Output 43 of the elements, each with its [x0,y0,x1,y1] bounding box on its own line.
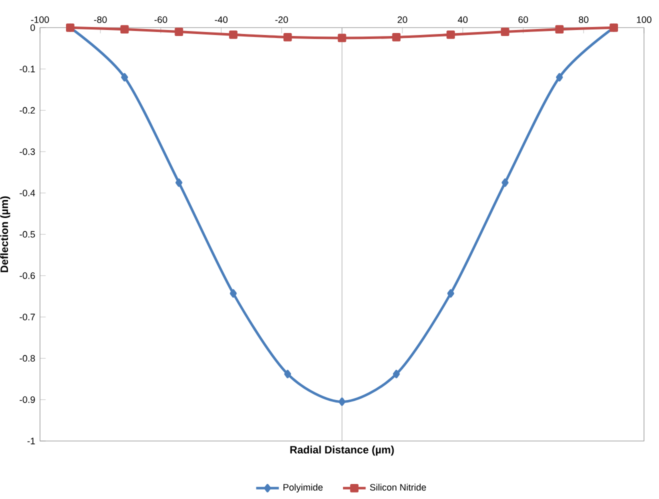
point [555,25,564,34]
legend-label: Polyimide [284,484,323,492]
point [230,289,237,298]
y-tick-label: -0.4 [20,190,36,196]
point [175,178,182,187]
point [500,28,510,36]
legend-label: Silicon Nitride [370,484,426,491]
point [229,30,238,39]
x-tick-label: 40 [458,16,468,23]
y-tick-label: -0.6 [20,272,35,279]
x-tick-label: -60 [154,16,168,23]
point [338,398,346,406]
point [447,289,454,298]
point [502,178,509,187]
point [120,25,129,34]
x-axis-title: Radial Distance (µm) [290,446,394,456]
y-tick-label: -0.1 [20,66,35,72]
point [338,34,346,42]
x-tick-label: 80 [578,16,588,23]
point [174,28,184,36]
y-tick-label: -0.7 [20,314,35,320]
point [283,32,292,42]
y-tick-label: -0.3 [20,148,35,155]
point [121,73,128,82]
y-tick-label: -0.2 [20,107,35,114]
y-tick-label: -0.9 [20,396,35,403]
point [446,30,455,39]
point [556,73,563,82]
x-tick-label: 60 [518,16,528,23]
x-tick-label: -40 [214,16,228,23]
x-tick-label: -20 [275,16,288,23]
x-tick-label: 20 [398,16,408,23]
y-axis-title: Deflection (µm) [0,196,10,272]
y-tick-label: -0.8 [20,355,35,362]
point [392,32,401,42]
point [284,370,292,378]
y-tick-label: 0 [30,24,35,31]
x-tick-label: -80 [94,16,107,23]
point [392,370,400,378]
x-tick-label: -100 [31,16,49,23]
y-tick-label: -1 [27,438,35,444]
x-tick-label: 100 [636,16,652,23]
y-tick-label: -0.5 [20,231,35,238]
